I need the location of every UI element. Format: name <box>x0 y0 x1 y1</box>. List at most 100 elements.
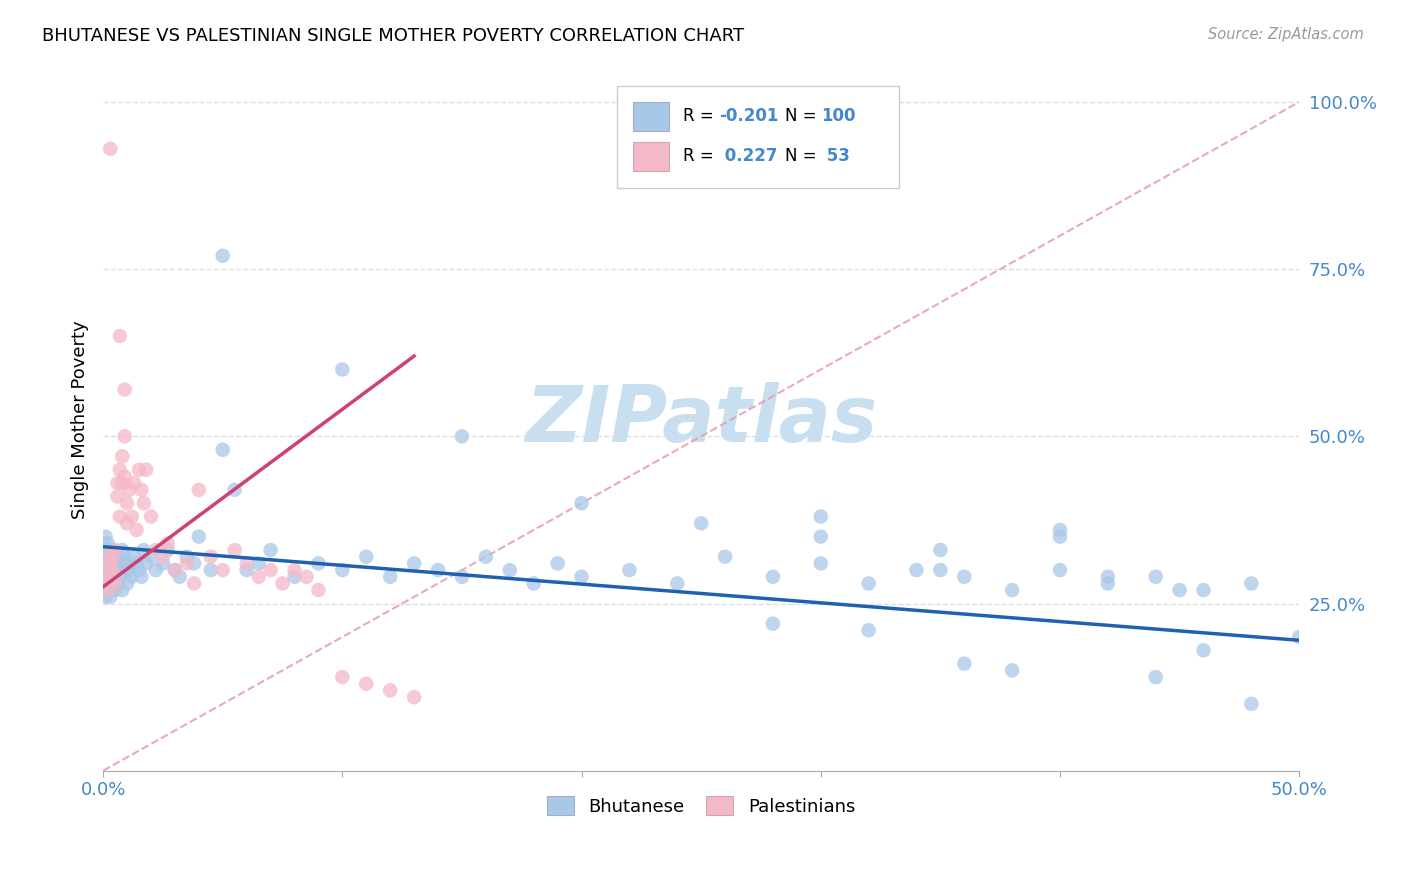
Point <box>122 549 145 564</box>
Point <box>523 576 546 591</box>
Point <box>330 563 353 577</box>
Point <box>97 583 120 598</box>
Point <box>101 557 124 571</box>
Point <box>1049 523 1071 537</box>
Point <box>132 496 155 510</box>
Point <box>176 557 198 571</box>
Point <box>187 483 209 497</box>
Point <box>98 576 121 591</box>
Point <box>107 576 129 591</box>
Point <box>94 590 117 604</box>
Point <box>810 557 832 571</box>
Point <box>94 549 117 564</box>
Point <box>235 557 257 571</box>
Point <box>139 509 162 524</box>
Point <box>108 509 131 524</box>
Point <box>499 563 522 577</box>
Point <box>104 583 127 598</box>
Point <box>111 476 134 491</box>
Point <box>145 563 167 577</box>
Point <box>1192 643 1215 657</box>
Point <box>98 563 121 577</box>
Point <box>97 549 120 564</box>
Point <box>475 549 498 564</box>
Point <box>259 543 281 558</box>
Point <box>152 549 174 564</box>
Point <box>235 563 257 577</box>
Point <box>114 549 136 564</box>
Point <box>1097 576 1119 591</box>
Text: Source: ZipAtlas.com: Source: ZipAtlas.com <box>1208 27 1364 42</box>
Point <box>163 563 186 577</box>
Point <box>211 563 233 577</box>
Point <box>404 557 426 571</box>
Point <box>953 570 976 584</box>
Point <box>115 557 138 571</box>
Point <box>97 570 120 584</box>
Point <box>118 483 141 497</box>
Point <box>139 549 162 564</box>
Text: 53: 53 <box>821 147 849 165</box>
Point <box>135 463 157 477</box>
Point <box>247 557 270 571</box>
Point <box>94 576 117 591</box>
Point <box>98 590 121 604</box>
Point <box>571 496 593 510</box>
Point <box>104 543 127 558</box>
Point <box>451 570 474 584</box>
Point <box>128 563 150 577</box>
Point <box>145 543 167 558</box>
Text: ZIPatlas: ZIPatlas <box>524 382 877 458</box>
Point <box>131 483 153 497</box>
Point <box>97 543 120 558</box>
Point <box>762 616 785 631</box>
Point <box>1049 530 1071 544</box>
Point <box>98 549 121 564</box>
Point <box>224 543 246 558</box>
Point <box>810 509 832 524</box>
Point <box>283 570 305 584</box>
Point <box>128 463 150 477</box>
Point <box>953 657 976 671</box>
Point <box>114 383 136 397</box>
Text: BHUTANESE VS PALESTINIAN SINGLE MOTHER POVERTY CORRELATION CHART: BHUTANESE VS PALESTINIAN SINGLE MOTHER P… <box>42 27 744 45</box>
Point <box>307 583 329 598</box>
Text: 0.227: 0.227 <box>718 147 778 165</box>
Point <box>619 563 641 577</box>
Point <box>1049 563 1071 577</box>
Point <box>283 563 305 577</box>
FancyBboxPatch shape <box>633 102 669 131</box>
Point <box>101 549 124 564</box>
Point <box>94 576 117 591</box>
Point <box>1240 697 1263 711</box>
Text: R =: R = <box>683 107 720 125</box>
FancyBboxPatch shape <box>617 86 898 188</box>
Point <box>104 576 127 591</box>
Point <box>115 576 138 591</box>
Point <box>187 530 209 544</box>
Point <box>94 530 117 544</box>
Point <box>183 557 205 571</box>
Point <box>122 476 145 491</box>
Point <box>404 690 426 705</box>
Point <box>1168 583 1191 598</box>
Point <box>94 563 117 577</box>
Point <box>330 670 353 684</box>
Point <box>858 576 880 591</box>
Y-axis label: Single Mother Poverty: Single Mother Poverty <box>72 320 89 519</box>
Point <box>108 463 131 477</box>
Point <box>307 557 329 571</box>
Point <box>1001 664 1024 678</box>
Point <box>1240 576 1263 591</box>
Point <box>108 570 131 584</box>
Point <box>427 563 450 577</box>
Point <box>98 570 121 584</box>
Point <box>690 516 713 531</box>
Point <box>121 509 143 524</box>
Point <box>107 549 129 564</box>
Point <box>1144 670 1167 684</box>
Point <box>101 563 124 577</box>
Text: N =: N = <box>785 147 821 165</box>
Point <box>118 563 141 577</box>
Point <box>451 429 474 443</box>
